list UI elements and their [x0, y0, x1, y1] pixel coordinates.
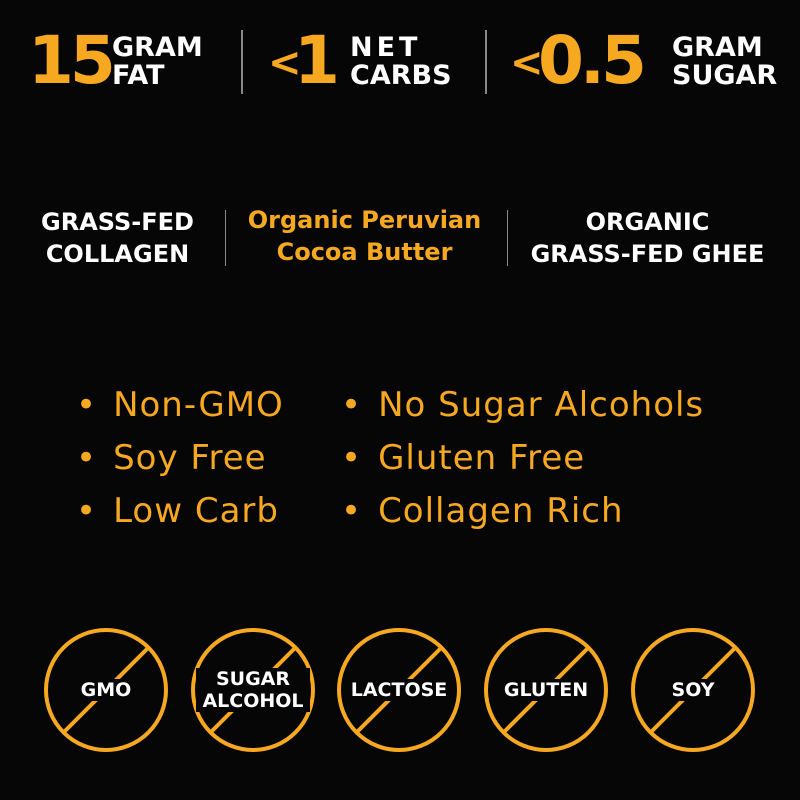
ingredient-line: ORGANIC [585, 208, 710, 236]
divider [241, 30, 243, 94]
stat-fat-line1: GRAM [112, 32, 203, 63]
feature-item: Collagen Rich [341, 485, 704, 538]
stat-sugar-prefix: < [510, 40, 544, 86]
feature-item: Soy Free [76, 432, 284, 485]
no-gmo-icon: GMO [43, 627, 169, 753]
divider [225, 210, 226, 266]
stat-sugar-line1: GRAM [672, 32, 763, 63]
stat-sugar-line2: SUGAR [672, 60, 778, 91]
badge-label: GLUTEN [501, 679, 591, 701]
divider [485, 30, 487, 94]
stat-carbs-value: 1 [294, 22, 340, 99]
stat-carbs-prefix: < [268, 40, 302, 86]
stat-fat-label: GRAM FAT [112, 34, 203, 90]
stat-fat-value: 15 [28, 22, 116, 99]
feature-item: No Sugar Alcohols [341, 379, 704, 432]
no-sugar-alcohol-icon: SUGAR ALCOHOL [190, 627, 316, 753]
stat-fat-line2: FAT [112, 60, 165, 91]
ingredient-line: GRASS-FED [41, 208, 194, 236]
badge-label: LACTOSE [348, 679, 450, 701]
features-right: No Sugar Alcohols Gluten Free Collagen R… [341, 379, 704, 538]
feature-item: Low Carb [76, 485, 284, 538]
no-soy-icon: SOY [630, 627, 756, 753]
stat-carbs-line2: CARBS [350, 60, 452, 91]
ingredient-line: COLLAGEN [45, 240, 190, 268]
divider [507, 210, 508, 266]
features-left: Non-GMO Soy Free Low Carb [76, 379, 284, 538]
ingredient-ghee: ORGANIC GRASS-FED GHEE [515, 206, 780, 270]
feature-item: Gluten Free [341, 432, 704, 485]
stat-sugar-label: GRAM SUGAR [672, 34, 777, 90]
badge-label: GMO [78, 679, 134, 701]
stat-carbs-line1: NET [350, 32, 422, 63]
stat-carbs-label: NET CARBS [350, 34, 452, 90]
ingredient-line: GRASS-FED GHEE [530, 240, 765, 268]
badge-label: SOY [669, 679, 717, 701]
ingredient-collagen: GRASS-FED COLLAGEN [20, 206, 215, 270]
ingredient-line: Organic Peruvian [247, 206, 482, 234]
ingredient-cocoa-butter: Organic Peruvian Cocoa Butter [232, 204, 497, 268]
ingredient-line: Cocoa Butter [276, 238, 453, 266]
badge-label: SUGAR ALCOHOL [196, 668, 310, 712]
feature-item: Non-GMO [76, 379, 284, 432]
no-gluten-icon: GLUTEN [483, 627, 609, 753]
no-lactose-icon: LACTOSE [336, 627, 462, 753]
stat-sugar-value: 0.5 [538, 22, 647, 99]
